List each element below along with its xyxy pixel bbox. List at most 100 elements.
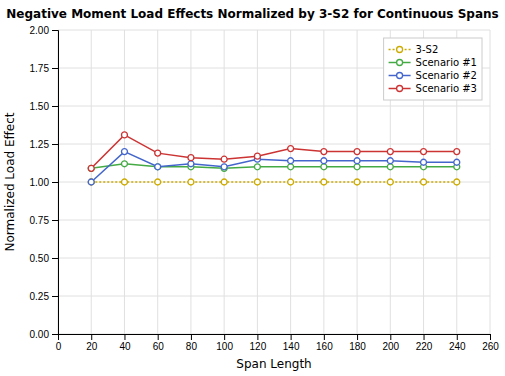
marker bbox=[454, 159, 460, 165]
tick: 260 bbox=[482, 334, 499, 352]
tick-label: 60 bbox=[153, 341, 165, 352]
tick-label: 120 bbox=[250, 341, 267, 352]
legend-marker bbox=[397, 60, 403, 66]
tick-label: 0.75 bbox=[30, 215, 50, 226]
tick-label: 1.00 bbox=[30, 177, 50, 188]
tick-mark bbox=[52, 334, 58, 335]
title: Negative Moment Load Effects Normalized … bbox=[6, 7, 498, 21]
tick-mark bbox=[158, 334, 159, 340]
marker bbox=[88, 165, 94, 171]
grid bbox=[58, 30, 490, 334]
legend-label: Scenario #3 bbox=[416, 83, 477, 94]
marker bbox=[421, 149, 427, 155]
legend-label: Scenario #2 bbox=[416, 70, 477, 81]
tick-mark bbox=[52, 30, 58, 31]
grid-line bbox=[58, 296, 490, 297]
series bbox=[88, 161, 460, 172]
marker bbox=[155, 164, 161, 170]
marker bbox=[321, 149, 327, 155]
axis-line bbox=[59, 335, 491, 341]
tick-label: 20 bbox=[86, 341, 98, 352]
marker bbox=[221, 179, 227, 185]
marker bbox=[121, 179, 127, 185]
tick: 0.00 bbox=[30, 329, 58, 340]
legend-marker bbox=[397, 47, 403, 53]
tick: 160 bbox=[316, 334, 333, 352]
tick-mark bbox=[390, 334, 391, 340]
tick-label: 0.25 bbox=[30, 291, 50, 302]
tick-mark bbox=[457, 334, 458, 340]
series bbox=[88, 149, 460, 185]
marker bbox=[387, 149, 393, 155]
grid-line bbox=[58, 30, 490, 31]
marker bbox=[354, 164, 360, 170]
legend-label: 3-S2 bbox=[416, 44, 439, 55]
tick-mark bbox=[52, 258, 58, 259]
tick-mark bbox=[52, 220, 58, 221]
marker bbox=[421, 159, 427, 165]
marker bbox=[88, 179, 94, 185]
tick: 0.50 bbox=[30, 253, 58, 264]
tick: 240 bbox=[449, 334, 466, 352]
y-axis: 0.00 0.25 0.50 0.75 1.00 1.25 1.50 1.75 2.00 bbox=[30, 25, 59, 340]
tick: 100 bbox=[216, 334, 233, 352]
tick: 1.00 bbox=[30, 177, 58, 188]
tick-label: 40 bbox=[119, 341, 131, 352]
chart: 0204060801001201401601802002202402600.00… bbox=[0, 0, 505, 376]
tick: 220 bbox=[416, 334, 433, 352]
tick: 0 bbox=[56, 334, 62, 352]
marker bbox=[421, 179, 427, 185]
tick-label: 260 bbox=[482, 341, 499, 352]
tick-label: 220 bbox=[416, 341, 433, 352]
tick-mark bbox=[124, 334, 125, 340]
legend: 3-S2 Scenario #1 Scenario #2 Scenario #3 bbox=[384, 38, 482, 100]
tick-label: 100 bbox=[216, 341, 233, 352]
tick-mark bbox=[91, 334, 92, 340]
tick-label: 1.75 bbox=[30, 63, 50, 74]
marker bbox=[155, 164, 161, 170]
marker bbox=[88, 165, 94, 171]
tick-label: 1.25 bbox=[30, 139, 50, 150]
tick-mark bbox=[52, 106, 58, 107]
tick-mark bbox=[52, 68, 58, 69]
y-axis-title: Normalized Load Effect bbox=[3, 112, 17, 251]
x-axis: 020406080100120140160180200220240260 bbox=[56, 334, 500, 352]
axis-line bbox=[52, 31, 59, 335]
grid-line bbox=[58, 144, 490, 145]
marker bbox=[354, 149, 360, 155]
marker bbox=[254, 164, 260, 170]
series bbox=[88, 132, 460, 171]
marker bbox=[221, 164, 227, 170]
tick-mark bbox=[191, 334, 192, 340]
legend-marker bbox=[397, 73, 403, 79]
marker bbox=[354, 179, 360, 185]
marker bbox=[321, 164, 327, 170]
marker bbox=[155, 150, 161, 156]
marker bbox=[188, 161, 194, 167]
legend-box bbox=[384, 38, 482, 100]
tick: 120 bbox=[250, 334, 267, 352]
legend-label: Scenario #1 bbox=[416, 57, 477, 68]
marker bbox=[387, 179, 393, 185]
tick: 2.00 bbox=[30, 25, 58, 36]
line bbox=[91, 181, 457, 183]
tick: 200 bbox=[382, 334, 399, 352]
tick: 0.25 bbox=[30, 291, 58, 302]
tick: 1.50 bbox=[30, 101, 58, 112]
tick-label: 180 bbox=[349, 341, 366, 352]
marker bbox=[454, 149, 460, 155]
marker bbox=[321, 179, 327, 185]
grid-line bbox=[58, 106, 490, 107]
tick-label: 80 bbox=[186, 341, 198, 352]
tick: 180 bbox=[349, 334, 366, 352]
marker bbox=[387, 164, 393, 170]
marker bbox=[354, 158, 360, 164]
marker bbox=[121, 149, 127, 155]
marker bbox=[288, 158, 294, 164]
tick: 1.75 bbox=[30, 63, 58, 74]
marker bbox=[188, 155, 194, 161]
tick-mark bbox=[52, 296, 58, 297]
tick-mark bbox=[257, 334, 258, 340]
legend-marker bbox=[397, 86, 403, 92]
grid-line bbox=[58, 258, 490, 259]
